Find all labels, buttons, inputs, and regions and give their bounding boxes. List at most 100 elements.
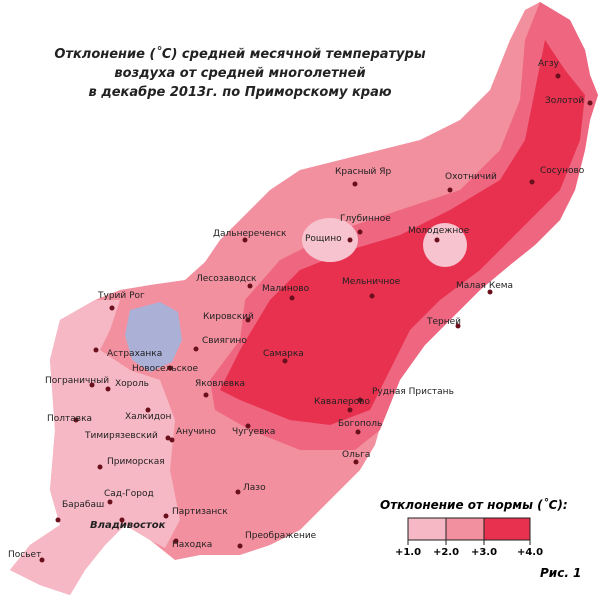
settlement-label: Глубинное	[340, 214, 391, 224]
settlement-dot	[355, 429, 361, 435]
settlement-label: Лазо	[243, 483, 266, 493]
settlement-dot	[145, 407, 151, 413]
settlement-dot	[89, 382, 95, 388]
legend-label: +2.0	[433, 547, 459, 558]
settlement-label: Халкидон	[125, 412, 171, 422]
settlement-label: Тимирязевский	[84, 431, 158, 441]
settlement-dot	[237, 543, 243, 549]
legend-label: +4.0	[517, 547, 543, 558]
settlement-dot	[119, 517, 125, 523]
settlement-dot	[555, 73, 561, 79]
settlement-dot	[357, 229, 363, 235]
settlement-label: Сад-Город	[104, 489, 154, 499]
title-line: воздуха от средней многолетней	[114, 66, 365, 81]
settlement-dot	[203, 392, 209, 398]
settlement-dot	[347, 237, 353, 243]
settlement-dot	[73, 417, 79, 423]
settlement-dot	[167, 365, 173, 371]
settlement-label: Барабаш	[62, 500, 104, 510]
settlement-dot	[289, 295, 295, 301]
settlement-label: Партизанск	[172, 507, 228, 517]
settlement-dot	[97, 464, 103, 470]
zone-4	[220, 40, 585, 425]
settlement-label: Дальнереченск	[213, 229, 287, 239]
settlement-label: Яковлевка	[195, 379, 245, 389]
legend-title: Отклонение от нормы (˚С):	[380, 498, 568, 512]
settlement-dot	[352, 181, 358, 187]
figure-label: Рис. 1	[540, 566, 581, 580]
settlement-dot	[193, 346, 199, 352]
settlement-dot	[357, 397, 363, 403]
settlement-dot	[109, 305, 115, 311]
settlement-dot	[93, 347, 99, 353]
settlement-label: Астраханка	[107, 349, 162, 359]
settlement-label: Малая Кема	[456, 281, 513, 291]
settlement-label: Пограничный	[45, 376, 109, 386]
settlement-label: Самарка	[263, 349, 304, 359]
settlement-dot	[529, 179, 535, 185]
settlement-label: Сосуново	[540, 166, 585, 176]
settlement-label: Посьет	[8, 550, 41, 560]
settlement-dot	[282, 358, 288, 364]
lake-khanka	[125, 302, 182, 372]
zone-1	[10, 300, 180, 595]
settlement-dot	[235, 489, 241, 495]
settlement-dot	[39, 557, 45, 563]
settlement-label: Рудная Пристань	[372, 387, 454, 397]
settlement-dot	[487, 289, 493, 295]
settlement-label: Золотой	[545, 96, 584, 106]
settlement-dot	[434, 237, 440, 243]
settlement-dot	[247, 283, 253, 289]
settlement-label: Терней	[426, 317, 461, 327]
settlement-label: Красный Яр	[335, 167, 392, 177]
settlement-label: Анучино	[176, 427, 216, 437]
settlement-dot	[353, 459, 359, 465]
settlement-label: Ольга	[342, 450, 370, 460]
settlements: Агзу Золотой Сосуново Охотничий Красный Яр Гл…	[8, 59, 593, 563]
settlement-label: Охотничий	[445, 172, 497, 182]
title: Отклонение (˚С) средней месячной темпера…	[54, 47, 425, 100]
settlement-dot	[447, 187, 453, 193]
settlement-label: Находка	[172, 540, 212, 550]
settlement-dot	[369, 293, 375, 299]
settlement-label: Хороль	[115, 379, 149, 389]
settlement-label: Кировский	[203, 312, 254, 322]
settlement-label: Приморская	[107, 457, 165, 467]
legend-box	[483, 517, 531, 541]
legend-box	[407, 517, 447, 541]
settlement-label: Новосельское	[132, 364, 199, 374]
title-line: Отклонение (˚С) средней месячной темпера…	[54, 47, 425, 62]
settlement-label: Кавалерово	[314, 397, 371, 407]
settlement-label: Малиново	[262, 284, 310, 294]
settlement-label: Лесозаводск	[196, 274, 257, 284]
settlement-label: Свиягино	[202, 336, 247, 346]
settlement-label: Богополь	[338, 419, 382, 429]
settlement-dot	[587, 100, 593, 106]
settlement-dot	[163, 513, 169, 519]
settlement-dot	[107, 499, 113, 505]
legend-box	[445, 517, 485, 541]
settlement-dot	[347, 407, 353, 413]
settlement-label: Турий Рог	[97, 291, 145, 301]
warm-island	[423, 223, 467, 267]
settlement-label: Молодежное	[408, 226, 470, 236]
settlement-dot	[245, 317, 251, 323]
settlement-label: Рощино	[305, 234, 342, 244]
legend-labels: +1.0 +2.0 +3.0 +4.0	[395, 540, 543, 558]
settlement-label: Полтавка	[47, 414, 92, 424]
settlement-label: Владивосток	[90, 520, 166, 531]
settlement-label: Мельничное	[342, 277, 401, 287]
settlement-dot	[242, 237, 248, 243]
settlement-dot	[173, 538, 179, 544]
title-line: в декабре 2013г. по Приморскому краю	[88, 85, 391, 100]
settlement-dot	[455, 323, 461, 329]
settlement-dot	[55, 517, 61, 523]
settlement-dot	[169, 437, 175, 443]
legend-label: +1.0	[395, 547, 421, 558]
legend-label: +3.0	[471, 547, 497, 558]
settlement-label: Чугуевка	[232, 427, 275, 437]
settlement-label: Преображение	[245, 531, 317, 541]
settlement-label: Агзу	[538, 59, 560, 69]
settlement-dot	[165, 435, 171, 441]
